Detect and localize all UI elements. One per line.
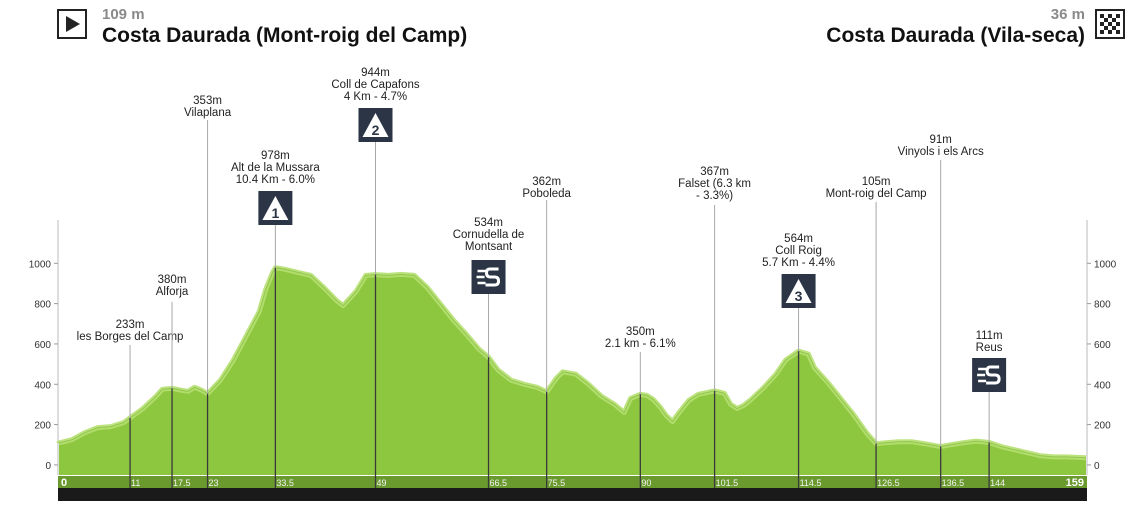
waypoint-altitude: 362m: [532, 176, 561, 188]
waypoint-name: 5.7 Km - 4.4%: [762, 257, 835, 269]
mountain-category-3-icon: 3: [781, 274, 816, 308]
waypoint-altitude: 105m: [862, 176, 891, 188]
y-tick-label: 200: [34, 421, 51, 432]
waypoint-name: Alforja: [156, 286, 189, 298]
waypoint-altitude: 233m: [116, 319, 145, 331]
waypoint-name: - 3.3%): [696, 190, 733, 202]
km-tick-label: 17.5: [173, 478, 191, 488]
finish-altitude: 36 m: [1050, 6, 1085, 23]
y-tick-label: 1000: [1094, 259, 1117, 270]
waypoint-name: Vilaplana: [184, 107, 232, 119]
km-axis-bar: [58, 488, 1087, 501]
category-number: 3: [795, 288, 803, 304]
km-tick-label: 33.5: [276, 478, 294, 488]
sprint-badge-icon: [471, 260, 506, 294]
km-tick-label: 114.5: [800, 478, 822, 488]
y-tick-label: 1000: [29, 259, 52, 270]
elevation-profile-area: [59, 267, 1086, 475]
km-strip: [58, 476, 1087, 488]
y-tick-label: 600: [1094, 340, 1111, 351]
y-tick-label: 800: [1094, 300, 1111, 311]
start-header: 109 m Costa Daurada (Mont-roig del Camp): [57, 6, 467, 48]
km-tick-label: 136.5: [942, 478, 965, 488]
km-tick-label: 101.5: [716, 478, 739, 488]
waypoint-name: Vinyols i els Arcs: [898, 146, 984, 158]
y-tick-label: 800: [34, 300, 51, 311]
waypoint-altitude: 380m: [158, 274, 187, 286]
mountain-category-2-icon: 2: [358, 108, 393, 142]
waypoint-altitude: 353m: [193, 95, 222, 107]
waypoint-altitude: 350m: [626, 326, 655, 338]
waypoint-altitude: 111m: [976, 330, 1003, 342]
km-tick-label: 0: [61, 477, 67, 489]
km-tick-label: 90: [641, 478, 651, 488]
waypoint-name: Coll de Capafons: [331, 79, 419, 91]
waypoint-altitude: 564m: [784, 233, 813, 245]
x-axis-km-labels: 0 11 17.5 23 33.5 49 66.5 75.5 90 101.5 114.5 126.5…: [61, 477, 1084, 489]
play-icon: [57, 9, 87, 39]
km-tick-label: 66.5: [490, 478, 508, 488]
category-number: 2: [372, 122, 380, 138]
waypoint-name: Montsant: [465, 241, 513, 253]
waypoint-name: 10.4 Km - 6.0%: [236, 174, 315, 186]
y-tick-label: 0: [45, 461, 51, 472]
waypoint-name: Coll Roig: [775, 245, 822, 257]
km-tick-label: 159: [1066, 477, 1084, 489]
y-tick-label: 600: [34, 340, 51, 351]
checkered-flag-icon: [1095, 9, 1125, 39]
waypoint-name: Mont-roig del Camp: [826, 188, 927, 200]
waypoint-name: Poboleda: [522, 188, 571, 200]
waypoint-altitude: 944m: [361, 67, 390, 79]
waypoint-altitude: 978m: [261, 150, 290, 162]
category-number: 1: [271, 205, 279, 221]
km-tick-label: 23: [209, 478, 219, 488]
waypoint-name: Falset (6.3 km: [678, 178, 751, 190]
waypoint-altitude: 91m: [929, 134, 951, 146]
waypoint-name: les Borges del Camp: [77, 331, 184, 343]
mountain-category-1-icon: 1: [258, 191, 293, 225]
waypoint-altitude: 367m: [700, 166, 729, 178]
y-tick-label: 200: [1094, 421, 1111, 432]
sprint-badge-icon: [972, 358, 1007, 392]
finish-location: Costa Daurada (Vila-seca): [826, 24, 1085, 47]
km-tick-label: 11: [131, 478, 140, 488]
km-tick-label: 126.5: [877, 478, 900, 488]
y-tick-label: 0: [1094, 461, 1100, 472]
km-tick-label: 75.5: [548, 478, 566, 488]
y-axis-ticks: 0 0 200 200 400 400 600 600 800 800 1000 1000: [29, 220, 1117, 475]
finish-header: 36 m Costa Daurada (Vila-seca): [826, 6, 1125, 48]
waypoint-name: Cornudella de: [453, 229, 525, 241]
km-tick-label: 49: [376, 478, 386, 488]
waypoint-name: Alt de la Mussara: [231, 162, 320, 174]
waypoint-name: 2.1 km - 6.1%: [605, 338, 676, 350]
y-tick-label: 400: [34, 380, 51, 391]
waypoint-name: Reus: [976, 342, 1003, 354]
start-altitude: 109 m: [102, 6, 145, 23]
y-tick-label: 400: [1094, 380, 1111, 391]
km-tick-label: 144: [990, 478, 1005, 488]
waypoint-altitude: 534m: [474, 217, 503, 229]
waypoint-name: 4 Km - 4.7%: [344, 91, 407, 103]
start-location: Costa Daurada (Mont-roig del Camp): [102, 24, 468, 47]
